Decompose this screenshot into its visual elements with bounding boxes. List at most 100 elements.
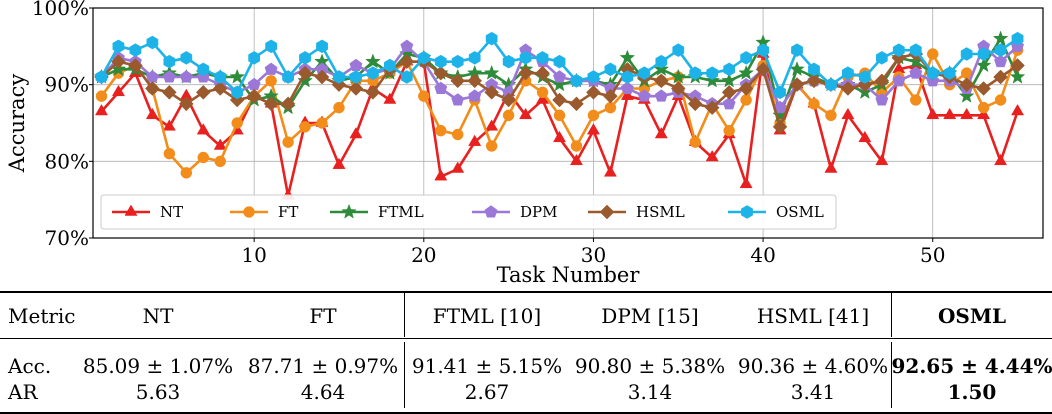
point-hsml	[484, 84, 500, 100]
plot-frame	[92, 7, 1044, 239]
column-divider	[891, 293, 893, 337]
x-tick-label: 30	[581, 243, 606, 267]
point-hsml	[959, 77, 975, 93]
table-top-rule	[0, 291, 1052, 293]
point-dpm	[994, 54, 1008, 68]
point-osml	[740, 51, 752, 65]
point-osml	[926, 66, 939, 80]
point-osml	[825, 77, 837, 92]
point-ft	[825, 109, 837, 122]
point-osml	[146, 35, 159, 50]
point-nt	[553, 130, 567, 143]
point-osml	[638, 66, 651, 80]
point-dpm	[892, 74, 906, 87]
point-dpm	[400, 39, 414, 52]
point-osml	[892, 43, 905, 57]
point-dpm	[722, 97, 736, 110]
point-hsml	[348, 81, 364, 96]
legend-marker-ft	[243, 206, 255, 218]
legend-label-nt: NT	[160, 203, 183, 221]
point-osml	[536, 51, 549, 65]
point-hsml	[145, 81, 160, 96]
point-hsml	[772, 119, 788, 135]
point-hsml	[518, 65, 533, 81]
point-osml	[960, 47, 973, 61]
series-osml	[95, 31, 1024, 100]
point-ftml	[365, 53, 381, 69]
point-hsml	[246, 88, 262, 104]
point-ftml	[670, 68, 687, 84]
point-hsml	[687, 96, 703, 112]
point-hsml	[297, 65, 313, 81]
point-nt	[213, 138, 227, 150]
point-osml	[791, 43, 803, 57]
point-osml	[943, 66, 956, 80]
point-hsml	[1010, 58, 1025, 73]
legend-label-ft: FT	[278, 203, 298, 221]
point-hsml	[738, 81, 754, 96]
point-ft	[723, 124, 735, 137]
point-ftml	[958, 87, 975, 103]
point-hsml	[501, 92, 516, 108]
point-osml	[248, 51, 261, 65]
point-ft	[553, 109, 566, 122]
point-osml	[1011, 31, 1024, 46]
legend-label-dpm: DPM	[520, 203, 557, 221]
point-hsml	[111, 54, 126, 70]
point-dpm	[264, 62, 278, 75]
cell-ar-ftml: 2.67	[464, 380, 510, 404]
point-ft	[418, 90, 430, 102]
point-ft	[333, 101, 345, 114]
x-tick-label: 50	[920, 243, 945, 267]
legend-label-ftml: FTML	[378, 203, 424, 221]
point-hsml	[433, 65, 449, 81]
x-tick-label: 20	[411, 243, 436, 267]
point-osml	[706, 66, 719, 80]
point-ftml	[483, 64, 500, 80]
point-osml	[875, 51, 888, 65]
point-osml	[282, 70, 294, 84]
point-dpm	[553, 70, 566, 83]
point-osml	[112, 39, 125, 54]
column-divider	[891, 342, 893, 408]
point-ftml	[704, 72, 721, 88]
point-ft	[994, 94, 1007, 106]
table-header-rule	[0, 338, 1052, 339]
point-hsml	[263, 96, 279, 112]
point-nt	[739, 176, 753, 189]
point-osml	[485, 31, 498, 46]
point-hsml	[874, 73, 890, 89]
point-nt	[603, 165, 617, 177]
point-dpm	[162, 70, 176, 83]
series-hsml	[94, 46, 1025, 135]
point-osml	[163, 54, 176, 69]
point-ft	[808, 98, 820, 110]
point-ft	[163, 147, 176, 160]
point-nt	[705, 150, 719, 162]
legend-label-osml: OSML	[776, 203, 824, 221]
point-osml	[434, 54, 447, 69]
point-ft	[570, 140, 583, 152]
header-ftml: FTML [10]	[432, 304, 542, 328]
point-hsml	[789, 77, 805, 93]
point-nt	[926, 107, 940, 120]
point-osml	[231, 85, 244, 100]
header-ft: FT	[309, 304, 337, 328]
point-hsml	[569, 96, 584, 112]
point-nt	[468, 134, 482, 146]
cell-ar-ft: 4.64	[300, 380, 346, 404]
point-nt	[383, 92, 397, 104]
point-nt	[620, 88, 634, 100]
point-osml	[570, 74, 583, 88]
point-ft	[95, 90, 108, 102]
point-hsml	[603, 88, 618, 104]
point-osml	[994, 43, 1007, 57]
point-osml	[451, 54, 464, 69]
point-osml	[333, 70, 345, 84]
point-ft	[485, 140, 498, 152]
point-nt	[94, 103, 108, 116]
point-osml	[909, 43, 922, 57]
x-axis-title: Task Number	[497, 263, 641, 287]
point-hsml	[653, 73, 669, 89]
point-nt	[332, 157, 346, 169]
